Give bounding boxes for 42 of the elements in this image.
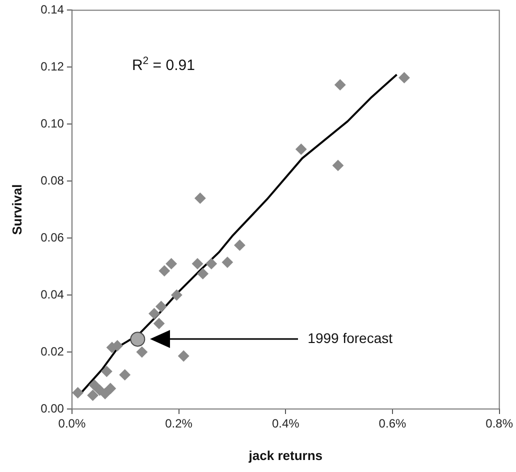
point [136,346,148,358]
x-tick-label: 0.8% [486,416,514,431]
y-tick-label: 0.14 [40,2,64,17]
point [119,369,130,380]
point [156,300,167,312]
point [332,160,344,171]
x-tick-label: 0.0% [58,416,86,431]
point [178,350,190,362]
point [101,366,112,377]
point [72,387,84,398]
point [148,308,160,320]
point [194,192,206,204]
y-axis-title: Survival [9,184,24,235]
point [88,380,100,391]
y-tick-label: 0.12 [40,59,64,74]
y-tick-label: 0.02 [40,344,64,358]
point [206,258,217,270]
x-axis-title: jack returns [248,448,322,463]
annotation: 1999 forecast [308,330,393,346]
point [104,382,116,394]
point [171,290,182,301]
point [222,256,233,268]
point [192,258,203,270]
point [197,268,208,280]
x-tick-label: 0.4% [272,416,300,431]
point [166,258,177,270]
point [154,318,165,330]
point [87,390,98,401]
y-tick-label: 0.08 [40,173,64,188]
y-tick-label: 0.06 [40,230,64,244]
point [100,388,111,400]
point [158,265,170,276]
y-tick-label: 0.00 [40,401,64,416]
y-tick-label: 0.04 [40,287,64,302]
point [234,240,246,251]
y-tick-label: 0.10 [40,116,64,130]
x-tick-label: 0.2% [165,416,193,431]
point [130,332,146,347]
point [334,79,346,90]
x-tick-label: 0.6% [378,416,406,431]
point [398,72,410,84]
point [296,144,307,155]
